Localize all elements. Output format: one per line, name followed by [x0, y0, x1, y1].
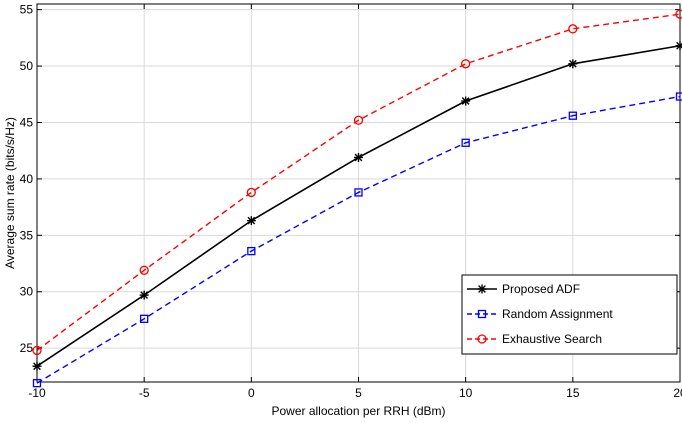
data-point	[32, 378, 42, 388]
legend-entry: Random Assignment	[467, 307, 613, 321]
series-proposed-adf	[32, 41, 682, 371]
y-tick-label: 40	[20, 172, 34, 186]
y-tick-label: 50	[20, 59, 34, 73]
data-point	[139, 290, 149, 300]
legend-box	[461, 274, 678, 355]
data-point	[246, 187, 256, 198]
legend-entry: Exhaustive Search	[467, 332, 602, 346]
x-tick-label: 10	[459, 386, 473, 400]
legend-label: Exhaustive Search	[502, 332, 602, 346]
data-point	[354, 188, 363, 197]
legend-marker	[477, 334, 487, 344]
data-point	[568, 59, 578, 69]
series-line	[36, 13, 681, 351]
y-tick-label: 55	[20, 3, 34, 17]
x-axis-label: Power allocation per RRH (dBm)	[271, 404, 445, 418]
x-tick-label: -10	[28, 386, 46, 400]
y-tick-label: 35	[20, 228, 34, 242]
legend: Proposed ADF Random Assignment Exhaustive …	[461, 274, 678, 355]
x-tick-label: 15	[566, 386, 580, 400]
legend-label: Proposed ADF	[502, 282, 580, 296]
data-point	[139, 265, 149, 275]
legend-label: Random Assignment	[502, 307, 613, 321]
data-point	[568, 24, 578, 34]
data-point	[675, 9, 682, 19]
data-point	[461, 96, 471, 106]
legend-marker	[477, 284, 487, 294]
y-axis-label: Average sum rate (bits/s/Hz)	[3, 117, 17, 269]
legend-entry: Proposed ADF	[467, 282, 580, 296]
data-point	[140, 314, 149, 323]
y-tick-label: 45	[20, 115, 34, 129]
data-point	[247, 246, 256, 256]
data-point	[246, 216, 256, 226]
y-tick-label: 30	[20, 285, 34, 299]
data-point	[675, 41, 682, 51]
data-point	[675, 92, 682, 101]
data-point	[354, 152, 363, 162]
data-point	[353, 115, 364, 125]
series-random-assignment	[32, 92, 682, 388]
y-tick-label: 25	[20, 341, 34, 355]
data-point	[461, 138, 470, 147]
data-point	[32, 361, 42, 371]
data-point	[461, 59, 471, 69]
legend-marker	[477, 309, 487, 319]
axis-ticks: -10 -5 0 5 10 15 20 25 30 35 40 45 50 55	[20, 3, 682, 400]
series-layer	[32, 9, 682, 388]
x-tick-label: -5	[139, 386, 150, 400]
data-point	[32, 345, 42, 356]
x-tick-label: 5	[355, 386, 362, 400]
x-tick-label: 20	[673, 386, 682, 400]
data-point	[568, 111, 577, 120]
series-exhaustive-search	[32, 9, 682, 356]
x-tick-label: 0	[248, 386, 255, 400]
series-line	[36, 95, 681, 384]
